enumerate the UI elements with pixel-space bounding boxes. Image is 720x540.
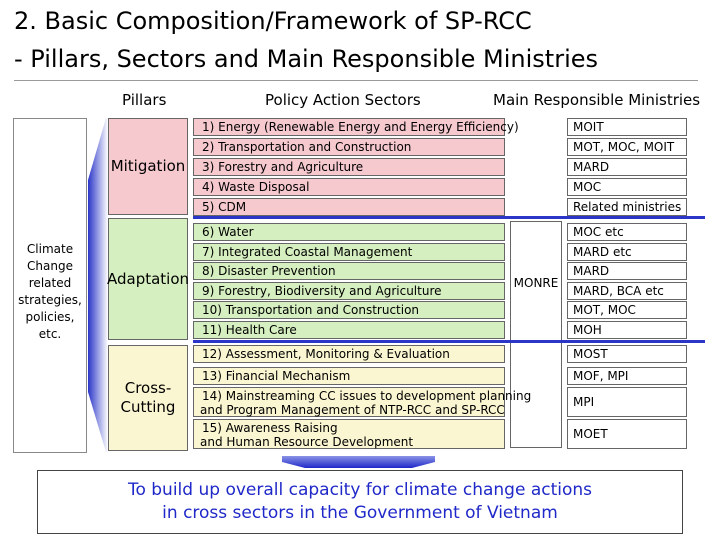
ministry-6: MOC etc <box>567 223 687 241</box>
header-pillars: Pillars <box>122 91 167 109</box>
title-line-2: - Pillars, Sectors and Main Responsible … <box>14 45 599 73</box>
sector-14: 14) Mainstreaming CC issues to developme… <box>193 387 531 417</box>
sector-2: 2) Transportation and Construction <box>193 138 505 156</box>
strategies-box <box>13 118 87 453</box>
goal-line-1: To build up overall capacity for climate… <box>127 480 593 500</box>
ministry-9: MARD, BCA etc <box>567 282 687 300</box>
pillar-adaptation: Adaptation <box>107 218 189 340</box>
header-ministries: Main Responsible Ministries <box>493 91 701 109</box>
ministry-3: MARD <box>567 158 687 176</box>
goal-box: To build up overall capacity for climate… <box>37 470 683 534</box>
sector-8: 8) Disaster Prevention <box>193 262 505 280</box>
ministry-5: Related ministries <box>567 198 687 216</box>
strategies-text: Climate Change related strategies, polic… <box>18 242 82 341</box>
header-sectors: Policy Action Sectors <box>265 91 421 109</box>
monre-label: MONRE <box>513 276 559 290</box>
title-line-1: 2. Basic Composition/Framework of SP-RCC <box>14 7 532 35</box>
ministry-10: MOT, MOC <box>567 301 687 319</box>
separator-mitigation <box>193 216 705 219</box>
ministry-15: MOET <box>567 419 687 449</box>
sector-6: 6) Water <box>193 223 505 241</box>
ministry-4: MOC <box>567 178 687 196</box>
sector-4: 4) Waste Disposal <box>193 178 505 196</box>
monre-box <box>510 221 562 448</box>
sector-12: 12) Assessment, Monitoring & Evaluation <box>193 345 505 363</box>
ministry-14: MPI <box>567 387 687 417</box>
sector-9: 9) Forestry, Biodiversity and Agricultur… <box>193 282 505 300</box>
ministry-2: MOT, MOC, MOIT <box>567 138 687 156</box>
ministry-11: MOH <box>567 321 687 339</box>
pillar-mitigation: Mitigation <box>108 118 188 215</box>
ministry-12: MOST <box>567 345 687 363</box>
sector-15: 15) Awareness Raising and Human Resource… <box>193 419 505 449</box>
pillar-cross-cutting: Cross- Cutting <box>108 345 188 451</box>
bracket-arrow <box>88 118 108 452</box>
sector-3: 3) Forestry and Agriculture <box>193 158 505 176</box>
down-arrow <box>282 456 435 468</box>
sector-13: 13) Financial Mechanism <box>193 367 505 385</box>
ministry-8: MARD <box>567 262 687 280</box>
separator-adaptation <box>193 340 705 343</box>
title-divider <box>14 80 698 81</box>
sector-5: 5) CDM <box>193 198 505 216</box>
ministry-13: MOF, MPI <box>567 367 687 385</box>
sector-11: 11) Health Care <box>193 321 505 339</box>
sector-1: 1) Energy (Renewable Energy and Energy E… <box>193 118 519 136</box>
sector-10: 10) Transportation and Construction <box>193 301 505 319</box>
ministry-7: MARD etc <box>567 243 687 261</box>
sector-7: 7) Integrated Coastal Management <box>193 243 505 261</box>
ministry-1: MOIT <box>567 118 687 136</box>
goal-line-2: in cross sectors in the Government of Vi… <box>162 503 558 523</box>
